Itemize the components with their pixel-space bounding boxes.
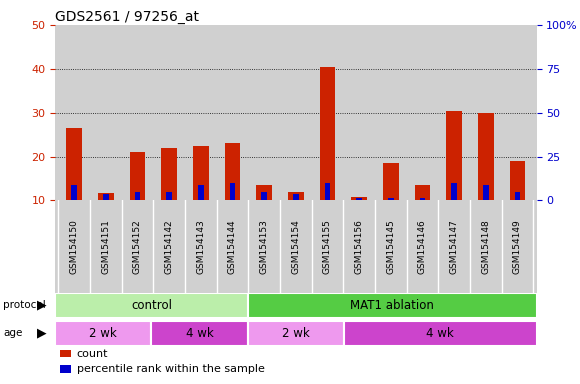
Bar: [288, 192, 304, 200]
Bar: [198, 185, 204, 200]
Bar: [261, 192, 267, 200]
Bar: [478, 113, 494, 200]
Text: GSM154152: GSM154152: [133, 219, 142, 274]
Bar: [60, 365, 71, 373]
Bar: [151, 321, 248, 346]
Bar: [224, 143, 240, 200]
Bar: [103, 194, 108, 200]
Bar: [55, 293, 248, 318]
Bar: [66, 128, 82, 200]
Text: GSM154146: GSM154146: [418, 219, 427, 274]
Text: GSM154150: GSM154150: [70, 219, 79, 274]
Bar: [325, 183, 331, 200]
Bar: [166, 192, 172, 200]
Bar: [60, 349, 71, 358]
Bar: [135, 192, 140, 200]
Bar: [510, 161, 525, 200]
Text: control: control: [131, 299, 172, 311]
Text: GSM154149: GSM154149: [513, 219, 522, 274]
Text: 2 wk: 2 wk: [89, 327, 117, 339]
Bar: [383, 163, 398, 200]
Text: GSM154144: GSM154144: [228, 219, 237, 274]
Bar: [293, 194, 299, 200]
Bar: [71, 185, 77, 200]
Text: percentile rank within the sample: percentile rank within the sample: [77, 364, 264, 374]
Text: GSM154156: GSM154156: [354, 219, 364, 274]
Text: MAT1 ablation: MAT1 ablation: [350, 299, 434, 311]
Bar: [514, 192, 520, 200]
Text: ▶: ▶: [37, 299, 46, 311]
Bar: [420, 198, 425, 200]
Text: 2 wk: 2 wk: [282, 327, 310, 339]
Bar: [129, 152, 146, 200]
Bar: [256, 185, 272, 200]
Text: GSM154153: GSM154153: [260, 219, 269, 274]
Text: age: age: [3, 328, 22, 338]
Bar: [446, 111, 462, 200]
Text: GSM154154: GSM154154: [291, 219, 300, 274]
Bar: [344, 321, 536, 346]
Text: GSM154143: GSM154143: [196, 219, 205, 274]
Bar: [415, 185, 430, 200]
Text: protocol: protocol: [3, 300, 46, 310]
Text: GSM154142: GSM154142: [165, 219, 173, 274]
Bar: [248, 321, 344, 346]
Bar: [320, 67, 335, 200]
Bar: [193, 146, 209, 200]
Text: 4 wk: 4 wk: [426, 327, 454, 339]
Text: GSM154147: GSM154147: [450, 219, 459, 274]
Bar: [351, 197, 367, 200]
Bar: [451, 183, 457, 200]
Text: ▶: ▶: [37, 327, 46, 339]
Bar: [483, 185, 489, 200]
Text: GSM154145: GSM154145: [386, 219, 396, 274]
Text: GSM154148: GSM154148: [481, 219, 490, 274]
Bar: [98, 192, 114, 200]
Bar: [55, 321, 151, 346]
Bar: [161, 148, 177, 200]
Text: GDS2561 / 97256_at: GDS2561 / 97256_at: [55, 10, 199, 23]
Bar: [230, 183, 235, 200]
Text: count: count: [77, 349, 108, 359]
Bar: [388, 198, 394, 200]
Text: 4 wk: 4 wk: [186, 327, 213, 339]
Text: GSM154151: GSM154151: [102, 219, 110, 274]
Text: GSM154155: GSM154155: [323, 219, 332, 274]
Bar: [356, 198, 362, 200]
Bar: [248, 293, 536, 318]
